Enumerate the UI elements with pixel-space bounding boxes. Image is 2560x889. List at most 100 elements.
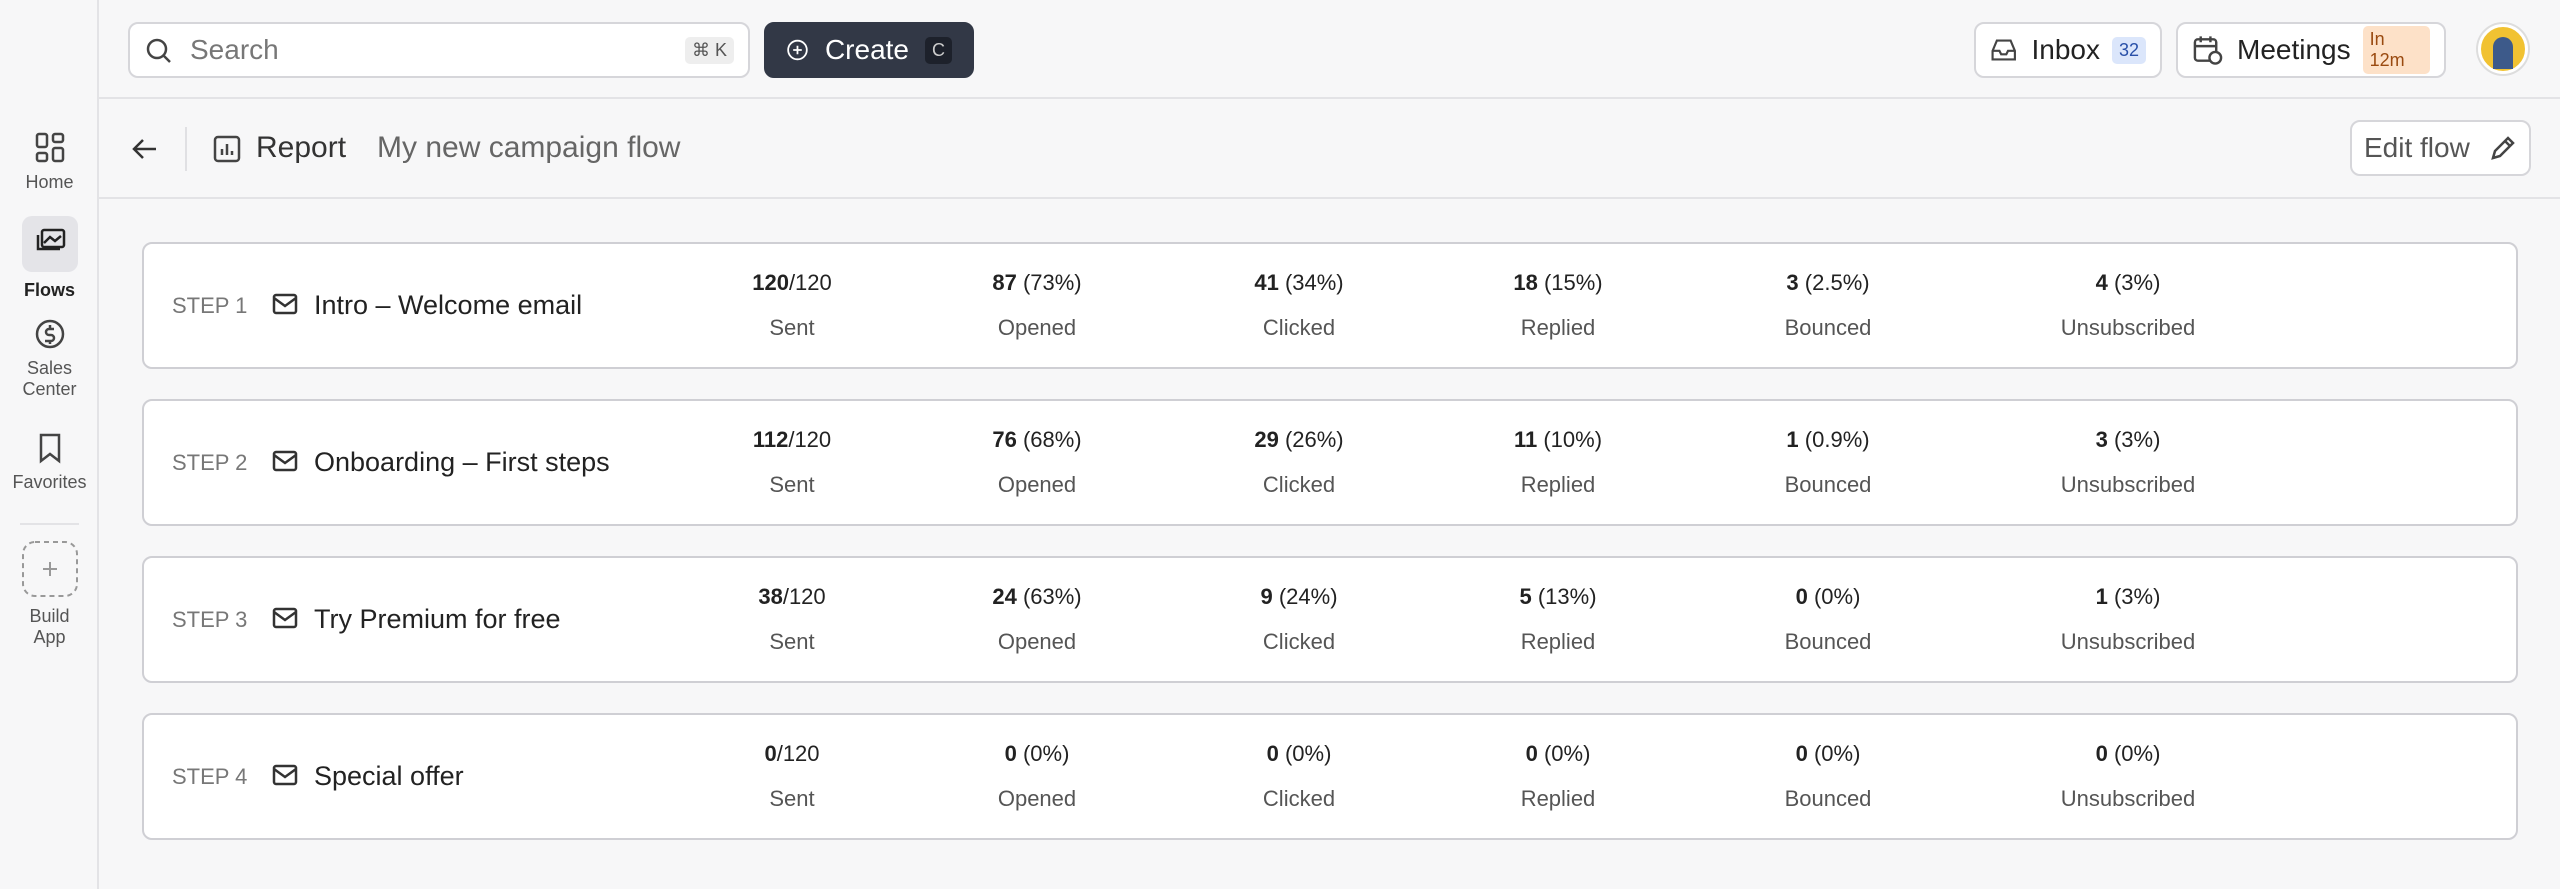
- back-button[interactable]: [132, 137, 158, 161]
- metric: 3 (2.5%) Bounced: [1708, 270, 1948, 341]
- metric-detail: (10%): [1543, 427, 1603, 452]
- metric: 0/120 Sent: [672, 741, 912, 812]
- metric: 9 (24%) Clicked: [1179, 584, 1419, 655]
- metric-detail: (26%): [1284, 427, 1344, 452]
- metric-value-row: 76 (68%): [917, 427, 1157, 453]
- metric-value-row: 29 (26%): [1179, 427, 1419, 453]
- metric-value-row: 0 (0%): [1438, 741, 1678, 767]
- inbox-label: Inbox: [2031, 34, 2100, 65]
- metric-detail: (68%): [1022, 427, 1082, 452]
- metric-value: 41: [1254, 270, 1279, 295]
- metric: 120/120 Sent: [672, 270, 912, 341]
- step-card[interactable]: STEP 4 Special offer 0/120 Sent 0 (0%) Opened…: [142, 713, 2518, 840]
- edit-flow-button[interactable]: Edit flow: [2350, 120, 2531, 176]
- metric-label: Sent: [769, 786, 815, 811]
- metric-value: 87: [992, 270, 1017, 295]
- step-name: Onboarding – First steps: [314, 447, 610, 477]
- nav-flows[interactable]: Flows: [0, 216, 99, 301]
- metric-value: 24: [992, 584, 1017, 609]
- metric-value-row: 112/120: [672, 427, 912, 453]
- metric: 0 (0%) Unsubscribed: [2008, 741, 2248, 812]
- meetings-button[interactable]: Meetings In 12m: [2176, 22, 2446, 78]
- email-icon: [272, 763, 298, 792]
- step-name: Intro – Welcome email: [314, 290, 583, 320]
- metric-label: Unsubscribed: [2060, 315, 2196, 340]
- step-name: Special offer: [314, 761, 464, 791]
- metric-value-row: 1 (0.9%): [1708, 427, 1948, 453]
- metric-label: Unsubscribed: [2060, 629, 2196, 654]
- metric-value: 3: [2095, 427, 2108, 452]
- metric-detail: /120: [776, 741, 820, 766]
- metric-detail: (3%): [2113, 584, 2161, 609]
- metric-value-row: 87 (73%): [917, 270, 1157, 296]
- metric-value: 112: [752, 427, 789, 452]
- email-icon: [272, 292, 298, 321]
- metric-detail: (3%): [2113, 270, 2161, 295]
- metric-detail: (0%): [1813, 584, 1861, 609]
- metric-label: Opened: [997, 472, 1077, 497]
- metric-value: 0: [764, 741, 777, 766]
- search-box[interactable]: Search ⌘ K: [128, 22, 750, 78]
- metric-detail: (73%): [1022, 270, 1082, 295]
- metric-value-row: 3 (3%): [2008, 427, 2248, 453]
- metric-value: 5: [1519, 584, 1532, 609]
- metric-value-row: 4 (3%): [2008, 270, 2248, 296]
- metric: 38/120 Sent: [672, 584, 912, 655]
- metric-label: Bounced: [1784, 315, 1872, 340]
- step-card[interactable]: STEP 2 Onboarding – First steps 112/120 Sen…: [142, 399, 2518, 526]
- metric-value: 0: [1795, 584, 1808, 609]
- metric-detail: /120: [782, 584, 826, 609]
- metric-label: Opened: [997, 786, 1077, 811]
- metric-value-row: 24 (63%): [917, 584, 1157, 610]
- metric-value: 38: [758, 584, 783, 609]
- divider: [20, 523, 79, 525]
- step-name: Try Premium for free: [314, 604, 561, 634]
- metric-label: Unsubscribed: [2060, 472, 2196, 497]
- step-card[interactable]: STEP 1 Intro – Welcome email 120/120 Sent 87…: [142, 242, 2518, 369]
- shortcut: ⌘ K: [684, 36, 734, 64]
- metric-value-row: 0 (0%): [1179, 741, 1419, 767]
- metric-value: 11: [1513, 427, 1538, 452]
- metric-detail: (0.9%): [1804, 427, 1870, 452]
- metric-value-row: 0 (0%): [1708, 584, 1948, 610]
- nav-favorites[interactable]: Favorites: [0, 432, 99, 493]
- avatar[interactable]: [2478, 24, 2528, 74]
- metric-label: Clicked: [1262, 315, 1336, 340]
- metric-label: Opened: [997, 315, 1077, 340]
- email-icon: [272, 449, 298, 478]
- email-icon: [272, 606, 298, 635]
- metric: 5 (13%) Replied: [1438, 584, 1678, 655]
- nav-build[interactable]: Build App: [0, 540, 99, 648]
- metric-value: 3: [1786, 270, 1799, 295]
- metric-detail: (0%): [1813, 741, 1861, 766]
- metric-label: Replied: [1520, 315, 1596, 340]
- metric-value: 0: [1795, 741, 1808, 766]
- metric-value: 0: [1525, 741, 1538, 766]
- nav-home[interactable]: Home: [0, 132, 99, 193]
- metric-value: 1: [1786, 427, 1799, 452]
- metric-value-row: 38/120: [672, 584, 912, 610]
- metric-value-row: 0 (0%): [2008, 741, 2248, 767]
- inbox-button[interactable]: Inbox 32: [1974, 22, 2162, 78]
- metric: 0 (0%) Bounced: [1708, 584, 1948, 655]
- metric: 1 (0.9%) Bounced: [1708, 427, 1948, 498]
- step-card[interactable]: STEP 3 Try Premium for free 38/120 Sent 24 (…: [142, 556, 2518, 683]
- metric-label: Bounced: [1784, 629, 1872, 654]
- metric-detail: (15%): [1543, 270, 1603, 295]
- metric: 41 (34%) Clicked: [1179, 270, 1419, 341]
- metric-value-row: 3 (2.5%): [1708, 270, 1948, 296]
- metric-detail: (0%): [1284, 741, 1332, 766]
- metric-detail: (34%): [1284, 270, 1344, 295]
- metric: 112/120 Sent: [672, 427, 912, 498]
- metric-detail: (0%): [2113, 741, 2161, 766]
- metric-value-row: 120/120: [672, 270, 912, 296]
- metric-label: Opened: [997, 629, 1077, 654]
- nav-label: Favorites: [12, 472, 87, 492]
- metric: 18 (15%) Replied: [1438, 270, 1678, 341]
- create-button[interactable]: Create C: [764, 22, 974, 78]
- metric-value: 29: [1254, 427, 1279, 452]
- metric-value: 0: [1266, 741, 1279, 766]
- page-header: Report My new campaign flow Edit flow: [99, 99, 2560, 199]
- nav-sales[interactable]: Sales Center: [0, 318, 99, 400]
